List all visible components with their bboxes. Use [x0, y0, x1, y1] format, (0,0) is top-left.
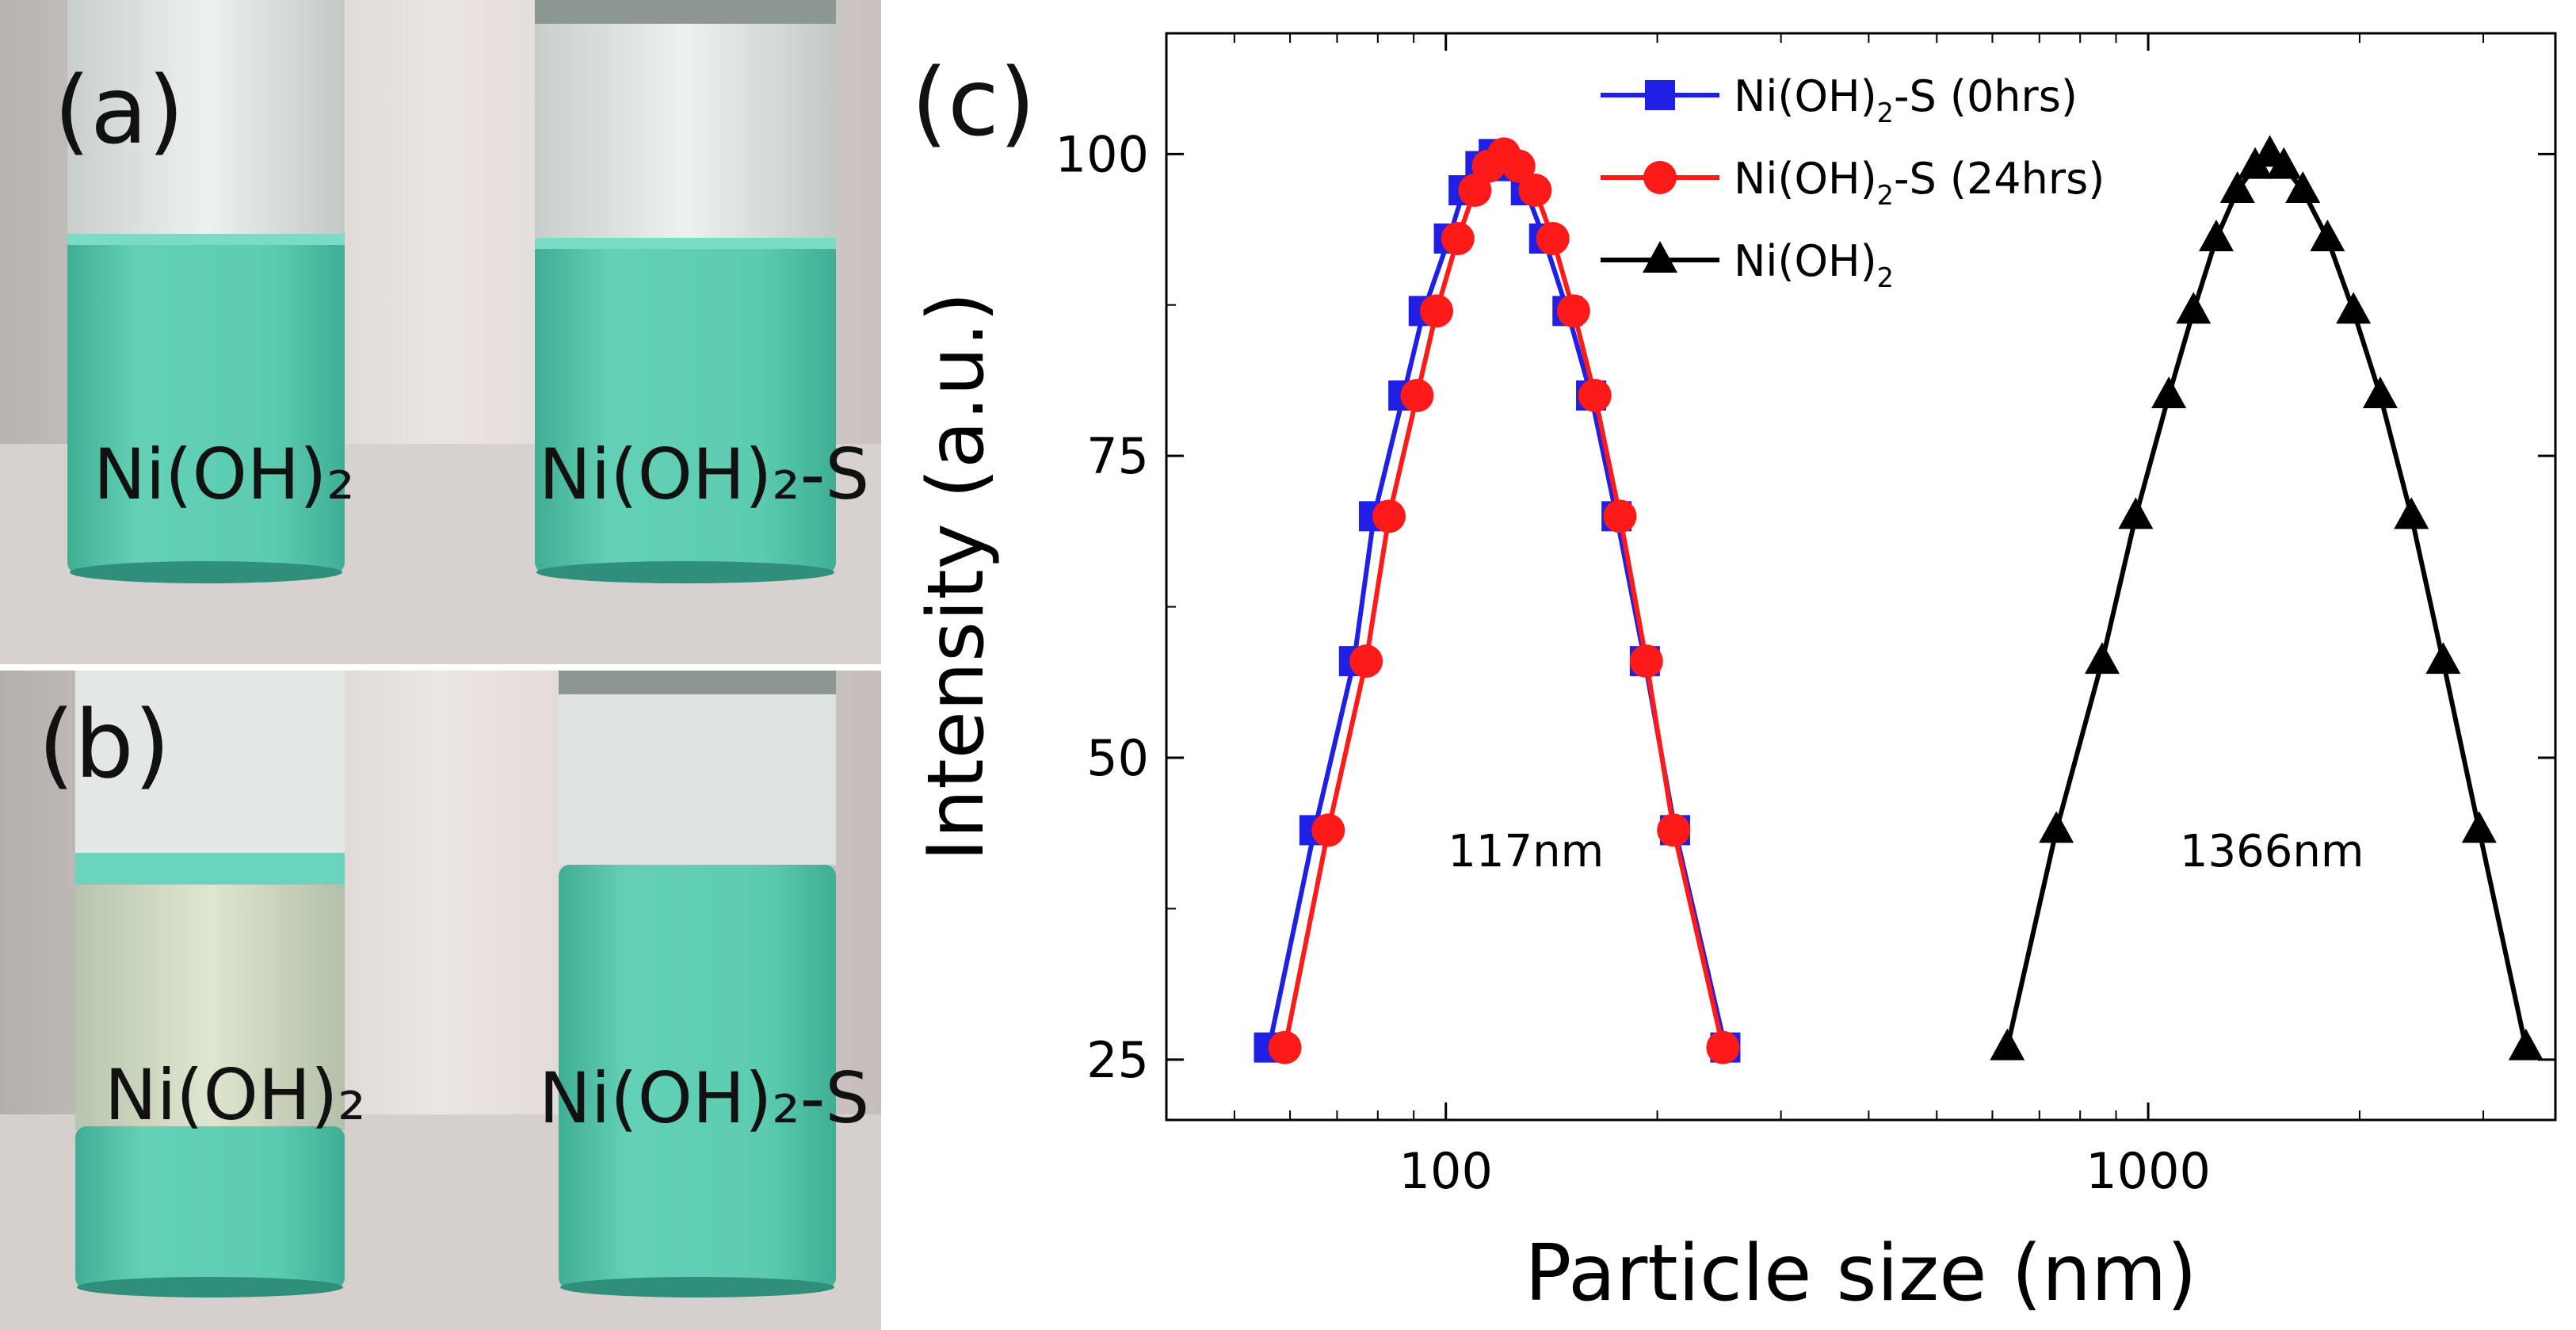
legend-marker-0 — [1645, 80, 1675, 110]
data-point-series-2 — [1990, 1028, 2025, 1061]
data-point-series-2 — [2176, 292, 2212, 324]
data-point-series-1 — [1603, 499, 1637, 533]
data-point-series-2 — [2198, 219, 2234, 251]
data-point-series-2 — [2394, 497, 2429, 529]
data-point-series-2 — [2362, 376, 2398, 408]
vial-label-a-right: Ni(OH)₂-S — [539, 434, 870, 515]
data-point-series-1 — [1502, 149, 1536, 183]
panel-label-c: (c) — [911, 48, 1036, 157]
y-axis-title: Intensity (a.u.) — [911, 292, 1002, 862]
data-point-series-2 — [2266, 147, 2302, 179]
data-point-series-1 — [1458, 174, 1492, 208]
data-point-series-1 — [1268, 1030, 1302, 1064]
legend-marker-2 — [1643, 241, 1677, 273]
panel-label-a: (a) — [54, 55, 185, 165]
data-point-series-2 — [2039, 811, 2074, 843]
y-tick-label: 100 — [1055, 125, 1149, 183]
data-point-series-2 — [2461, 811, 2497, 843]
data-point-series-1 — [1657, 813, 1691, 847]
data-point-series-1 — [1349, 644, 1383, 678]
data-point-series-2 — [2425, 642, 2461, 675]
vial-label-b-left: Ni(OH)₂ — [105, 1054, 366, 1136]
photo-panel-b — [0, 671, 881, 1330]
legend-label-2: Ni(OH)2 — [1734, 236, 1894, 293]
y-tick-label: 75 — [1086, 427, 1149, 485]
vial-label-a-left: Ni(OH)₂ — [93, 434, 355, 515]
legend-label-0: Ni(OH)2-S (0hrs) — [1734, 71, 2078, 128]
data-point-series-2 — [2151, 376, 2187, 408]
data-point-series-1 — [1311, 813, 1345, 847]
photo-panel-a — [0, 0, 881, 664]
data-point-series-2 — [2219, 171, 2255, 204]
data-point-series-1 — [1556, 294, 1590, 328]
legend-label-1: Ni(OH)2-S (24hrs) — [1734, 154, 2105, 211]
data-point-series-1 — [1578, 379, 1612, 412]
data-point-series-1 — [1629, 644, 1663, 678]
data-point-series-1 — [1706, 1030, 1740, 1064]
y-tick-label: 25 — [1086, 1031, 1149, 1089]
data-point-series-1 — [1419, 294, 1453, 328]
data-point-series-2 — [2285, 171, 2321, 204]
data-point-series-1 — [1441, 221, 1475, 255]
data-point-series-1 — [1372, 499, 1406, 533]
panel-label-b: (b) — [38, 690, 170, 799]
series-line-2 — [2005, 151, 2528, 1049]
vial-label-b-right: Ni(OH)₂-S — [539, 1057, 870, 1139]
data-point-series-2 — [2118, 497, 2154, 529]
data-point-series-1 — [1518, 174, 1552, 208]
vial-photo-a — [0, 0, 881, 664]
series-line-0 — [1266, 151, 1728, 1049]
data-point-series-1 — [1400, 379, 1434, 412]
plot-frame — [1165, 32, 2557, 1122]
data-point-series-2 — [2310, 219, 2345, 251]
y-tick-label: 50 — [1086, 729, 1149, 787]
data-point-series-2 — [2336, 292, 2372, 324]
x-axis-title: Particle size (nm) — [1525, 1229, 2196, 1319]
annotation-1: 1366nm — [2180, 826, 2364, 877]
data-point-series-2 — [2085, 642, 2120, 675]
data-point-series-1 — [1536, 221, 1570, 255]
data-point-series-2 — [2508, 1028, 2544, 1061]
x-tick-label: 100 — [1399, 1142, 1493, 1200]
x-tick-label: 1000 — [2086, 1142, 2211, 1200]
series-line-1 — [1282, 151, 1726, 1049]
vial-photo-b — [0, 671, 881, 1330]
legend-marker-1 — [1643, 161, 1677, 194]
annotation-0: 117nm — [1448, 826, 1604, 877]
